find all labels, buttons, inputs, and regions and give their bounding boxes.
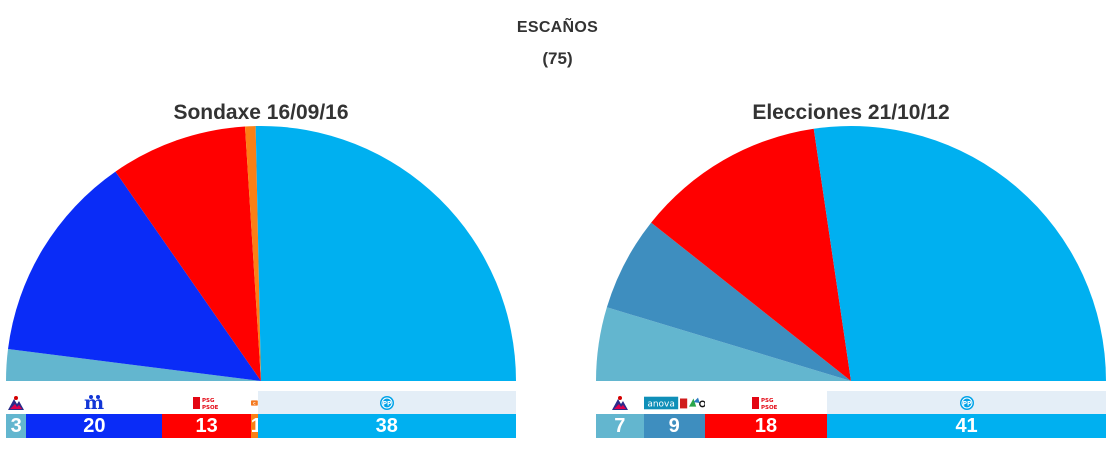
svg-text:PP: PP (962, 400, 971, 407)
slice-marea (8, 171, 262, 381)
svg-text:C: C (253, 401, 256, 405)
chart-title-elecciones: Elecciones 21/10/12 (752, 101, 950, 124)
seat-count-bng: 7 (596, 414, 644, 438)
marea-m-logo: m (26, 391, 162, 414)
slice-pp (813, 126, 1106, 381)
slice-bng (596, 307, 851, 381)
seat-count-psdeg-psoe: 13 (162, 414, 251, 438)
hemicycle-chart-sondaxe (6, 126, 516, 381)
seat-count-en-marea: 3 (6, 414, 27, 438)
header-subtitle: (75) (542, 49, 573, 68)
psoe-logo: PSG PSOE (705, 391, 827, 414)
pp-logo: PP (827, 391, 1106, 414)
slice-psdeg-psoe (651, 128, 851, 381)
seat-count-pp: 41 (827, 414, 1106, 438)
seat-count-age: 9 (643, 414, 705, 438)
slice-psdeg-psoe (115, 126, 261, 381)
slice-en-marea (6, 349, 261, 381)
slice-pp (255, 126, 516, 381)
bng-logo (596, 391, 644, 414)
party-logo-row-sondaxe: m PSG PSOE C PP (6, 391, 516, 414)
seat-count-row-elecciones: 7 9 18 41 (596, 414, 1106, 438)
seat-count-marea: 20 (26, 414, 163, 438)
svg-text:PSG: PSG (761, 398, 774, 404)
chart-title-sondaxe: Sondaxe 16/09/16 (173, 101, 349, 124)
seat-count-cs: 1 (250, 414, 262, 438)
pp-logo: PP (257, 391, 516, 414)
hemicycle-chart-elecciones (596, 126, 1106, 381)
svg-text:PSG: PSG (202, 398, 215, 404)
en-marea-logo (6, 391, 26, 414)
seat-count-pp: 38 (257, 414, 516, 438)
header-title: ESCAÑOS (516, 19, 599, 36)
psoe-logo: PSG PSOE (162, 391, 250, 414)
anova-eu-logo: anova (643, 391, 705, 414)
party-logo-row-elecciones: anova PSG PSOE PP (596, 391, 1106, 414)
svg-text:anova: anova (647, 399, 675, 409)
svg-text:PP: PP (382, 400, 391, 407)
slice-cs (244, 126, 261, 381)
svg-text:m: m (84, 394, 104, 412)
seat-count-row-sondaxe: 3 20 13 1 38 (6, 414, 516, 438)
svg-text:PSOE: PSOE (202, 405, 219, 410)
cs-logo: C (250, 391, 258, 414)
seat-count-psdeg-psoe: 18 (704, 414, 828, 438)
svg-text:PSOE: PSOE (761, 405, 778, 410)
slice-age (606, 222, 851, 381)
